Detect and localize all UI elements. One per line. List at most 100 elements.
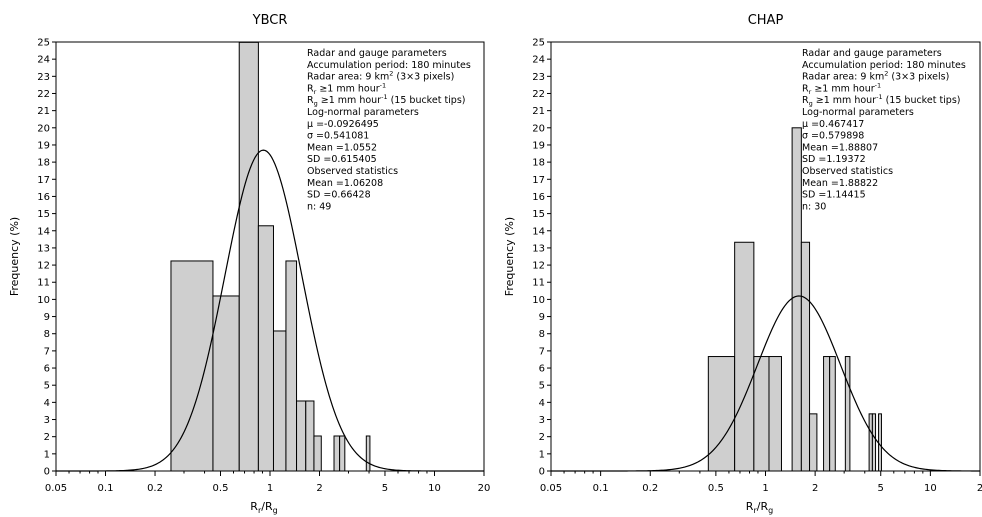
y-tick-label: 13 [532, 243, 545, 254]
y-tick-label: 11 [532, 278, 545, 289]
y-tick-label: 21 [37, 106, 50, 117]
y-tick-label: 8 [539, 329, 545, 340]
annotation-rr-threshold: Rr ≥1 mm hour-1 [802, 81, 881, 96]
annotation-text: R [802, 83, 809, 94]
histogram-bar [238, 41, 259, 472]
y-tick-label: 6 [539, 364, 545, 375]
y-tick-label: 7 [44, 346, 50, 357]
y-tick-label: 14 [37, 226, 50, 237]
y-tick-label: 18 [37, 158, 50, 169]
annotation-sup: 2 [389, 70, 393, 78]
x-label-part: /R [261, 500, 273, 513]
annotation-sup: -1 [875, 81, 881, 89]
annotation-text: Mean =1.06208 [307, 178, 383, 189]
y-tick-label: 16 [37, 192, 50, 203]
annotation-text: (3×3 pixels) [888, 72, 949, 83]
y-tick-label: 10 [37, 295, 50, 306]
x-tick-label: 2 [977, 483, 982, 494]
annotation-obs-sd: SD =0.66428 [307, 190, 371, 201]
x-axis-label: Rr/Rg [746, 500, 773, 515]
y-tick-label: 10 [532, 295, 545, 306]
annotation-radar-area: Radar area: 9 km2 (3×3 pixels) [307, 70, 454, 83]
annotation-obs-sd: SD =1.14415 [802, 190, 866, 201]
histogram-bar [734, 241, 755, 472]
histogram-bar [800, 241, 811, 472]
y-tick-label: 24 [532, 55, 545, 66]
annotation-h3: Observed statistics [307, 166, 398, 177]
annotation-text: Log-normal parameters [307, 107, 419, 118]
y-tick-label: 19 [532, 140, 545, 151]
y-tick-label: 22 [37, 89, 50, 100]
y-tick-label: 3 [44, 415, 50, 426]
x-label-part: R [250, 500, 258, 513]
annotation-text: SD =0.66428 [307, 190, 371, 201]
annotation-radar-area: Radar area: 9 km2 (3×3 pixels) [802, 70, 949, 83]
annotation-mu: μ =0.467417 [802, 119, 864, 130]
x-tick-label: 1 [267, 483, 273, 494]
y-tick-label: 4 [44, 398, 50, 409]
annotation-heading: Radar and gauge parameters [307, 48, 447, 59]
x-tick-label: 10 [428, 483, 441, 494]
y-tick-label: 25 [37, 38, 50, 49]
y-tick-label: 9 [44, 312, 50, 323]
annotation-text: Observed statistics [307, 166, 398, 177]
histogram-bar [768, 356, 782, 472]
annotation-text: Accumulation period: 180 minutes [802, 60, 966, 71]
annotation-mean: Mean =1.88807 [802, 142, 878, 153]
x-tick-label: 2 [812, 483, 818, 494]
y-tick-label: 21 [532, 106, 545, 117]
x-label-part: /R [757, 500, 769, 513]
annotation-sub: g [314, 100, 318, 108]
annotation-text: Log-normal parameters [802, 107, 914, 118]
x-tick-label: 0.5 [708, 483, 724, 494]
y-tick-label: 16 [532, 192, 545, 203]
annotation-text: SD =0.615405 [307, 154, 377, 165]
x-label-sub: g [273, 506, 278, 515]
y-tick-label: 1 [44, 449, 50, 460]
annotation-text: μ =-0.0926495 [307, 119, 379, 130]
annotation-text: n: 49 [307, 201, 331, 212]
y-tick-label: 15 [532, 209, 545, 220]
x-label-sub: g [768, 506, 773, 515]
histogram-bar [333, 435, 341, 472]
y-tick-label: 2 [539, 432, 545, 443]
chart-title: CHAP [748, 13, 784, 28]
histogram-bar [272, 330, 287, 472]
y-tick-label: 11 [37, 278, 50, 289]
histogram-bar [257, 225, 274, 472]
x-label-sub: r [753, 506, 757, 515]
annotation-sup: -1 [380, 81, 386, 89]
y-tick-label: 7 [539, 346, 545, 357]
annotation-sd: SD =0.615405 [307, 154, 377, 165]
y-tick-label: 20 [37, 123, 50, 134]
histogram-bar [305, 400, 315, 472]
y-axis-label: Frequency (%) [503, 217, 516, 296]
y-tick-label: 0 [539, 467, 545, 478]
y-tick-label: 4 [539, 398, 545, 409]
annotation-text: ≥1 mm hour [811, 83, 874, 94]
annotation-sub: r [809, 88, 812, 96]
y-tick-label: 17 [37, 175, 50, 186]
histogram-bar [296, 400, 307, 472]
annotation-rg-threshold: Rg ≥1 mm hour-1 (15 bucket tips) [307, 93, 466, 108]
annotation-text: (15 bucket tips) [883, 95, 961, 106]
x-tick-label: 20 [478, 483, 491, 494]
y-tick-label: 15 [37, 209, 50, 220]
y-tick-label: 17 [532, 175, 545, 186]
x-label-part: R [746, 500, 754, 513]
x-tick-label: 0.05 [45, 483, 67, 494]
annotation-heading: Radar and gauge parameters [802, 48, 942, 59]
y-tick-label: 2 [44, 432, 50, 443]
annotation-sigma: σ =0.579898 [802, 131, 864, 142]
annotation-n: n: 30 [802, 201, 826, 212]
lognormal-fit-curve [551, 295, 981, 472]
histogram-bar [871, 413, 877, 472]
histogram-bar [829, 356, 836, 472]
annotation-sup: -1 [381, 93, 387, 101]
histogram-bar [365, 435, 371, 472]
y-tick-label: 18 [532, 158, 545, 169]
x-tick-label: 0.2 [147, 483, 163, 494]
chart-panel-1: 0123456789101112131415161718192021222324… [8, 13, 490, 515]
annotation-text: Radar and gauge parameters [802, 48, 942, 59]
